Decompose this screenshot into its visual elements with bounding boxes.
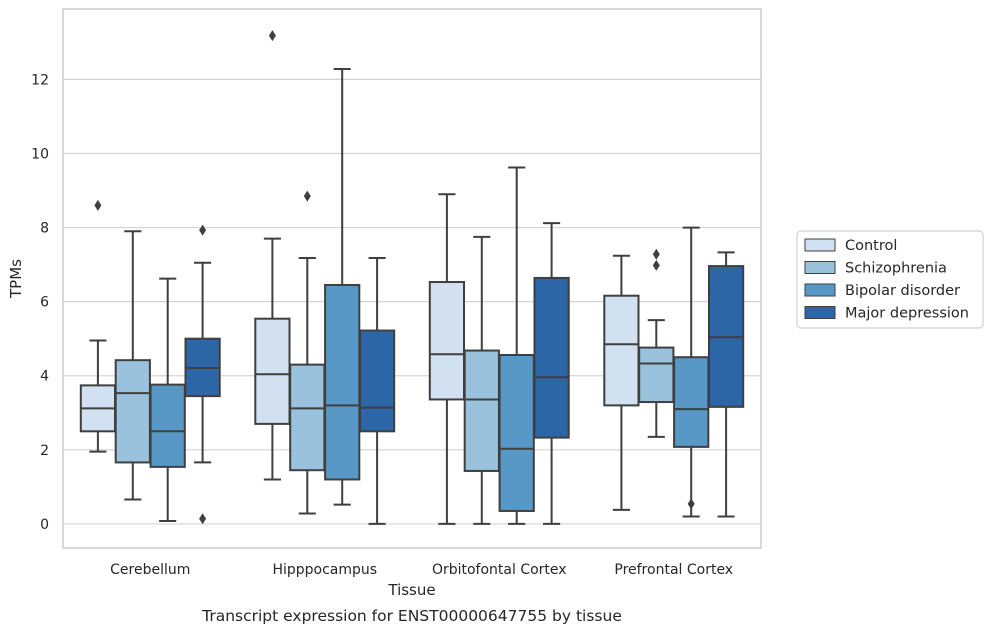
box	[358, 329, 396, 433]
box-plot	[673, 226, 710, 518]
box-plot	[358, 256, 396, 525]
box	[463, 349, 500, 472]
box-plot	[184, 224, 221, 525]
box	[603, 294, 640, 407]
legend-label: Control	[845, 238, 897, 254]
box	[498, 353, 535, 512]
box	[533, 276, 570, 439]
x-tick-label: Prefrontal Cortex	[614, 562, 733, 578]
legend-label: Major depression	[845, 306, 969, 322]
outlier-point	[199, 513, 207, 525]
box	[254, 317, 291, 425]
outlier-point	[199, 224, 207, 236]
box-plots	[79, 30, 745, 525]
box-plot	[79, 199, 117, 453]
x-tick-label: Cerebellum	[110, 562, 190, 578]
outlier-point	[303, 190, 311, 202]
box-plot	[498, 166, 535, 525]
y-tick-label: 12	[31, 72, 49, 88]
legend: Control Schizophrenia Bipolar disorder Majo…	[796, 230, 984, 329]
legend-box	[796, 230, 984, 329]
legend-label: Bipolar disorder	[845, 283, 960, 299]
box-plot	[463, 235, 500, 525]
box-plot	[254, 30, 291, 481]
box	[114, 359, 151, 464]
legend-swatch	[804, 306, 836, 319]
box-plot	[428, 193, 466, 525]
y-tick-label: 4	[40, 369, 49, 385]
box	[673, 356, 710, 448]
x-axis-label: Tissue	[387, 581, 435, 599]
y-tick-label: 0	[40, 517, 49, 533]
outlier-point	[268, 30, 276, 42]
box-plot	[638, 248, 675, 438]
box-plot	[324, 68, 361, 506]
legend-swatch	[804, 283, 836, 297]
outlier-point	[652, 248, 660, 260]
y-tick-labels: 0 2 4 6 8 10 12	[31, 72, 49, 533]
y-tick-label: 10	[31, 146, 49, 162]
box	[638, 346, 675, 404]
plot-frame	[62, 8, 762, 549]
chart-caption: Transcript expression for ENST0000064775…	[201, 607, 622, 625]
y-axis-label: TPMs	[7, 259, 25, 299]
y-tick-label: 8	[40, 221, 49, 237]
box-plot	[533, 222, 570, 525]
outlier-point	[94, 199, 102, 211]
box-plot	[149, 277, 186, 522]
legend-label: Schizophrenia	[845, 261, 947, 277]
box	[428, 281, 466, 401]
box-plot	[603, 254, 640, 511]
x-tick-label: Orbitofontal Cortex	[432, 562, 567, 578]
x-tick-label: Hipppocampus	[272, 562, 377, 578]
outlier-point	[652, 259, 660, 271]
x-tick-labels: Cerebellum Hipppocampus Orbitofontal Corte…	[110, 562, 733, 578]
box	[289, 363, 326, 472]
y-tick-label: 2	[40, 443, 49, 459]
outlier-point	[687, 498, 695, 510]
legend-swatch	[804, 261, 836, 274]
y-tick-label: 6	[40, 295, 49, 311]
box-plot	[289, 190, 326, 515]
legend-swatch	[804, 238, 836, 252]
box-plot	[114, 230, 151, 501]
box	[149, 383, 186, 468]
box	[324, 283, 361, 481]
box-plot	[707, 251, 745, 518]
